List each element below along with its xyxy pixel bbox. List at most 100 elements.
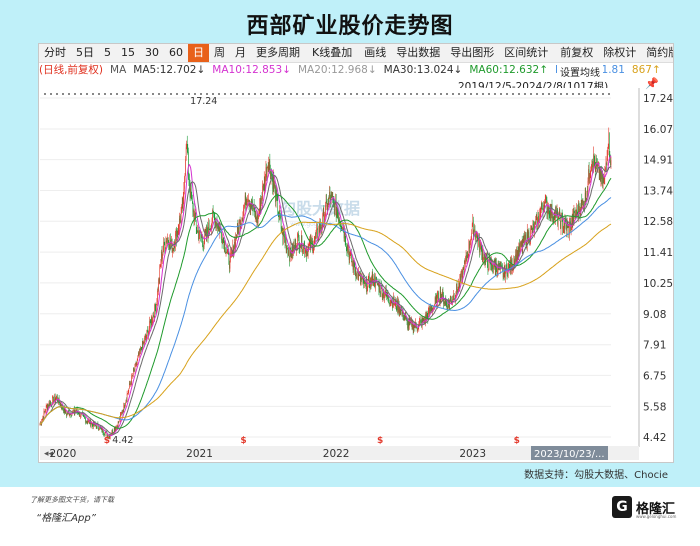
toolbar-item[interactable]: 5 <box>104 46 111 59</box>
candle-body <box>265 167 267 177</box>
candle-body <box>133 369 135 371</box>
candle-body <box>240 223 242 225</box>
candle-body <box>518 250 519 257</box>
pin-icon[interactable]: 📌 <box>645 77 659 90</box>
candle-body <box>606 157 608 165</box>
candle-body <box>304 245 305 254</box>
candle-body <box>494 264 496 272</box>
candle-body <box>452 299 454 300</box>
candle-body <box>121 412 122 414</box>
candle-body <box>50 402 52 405</box>
candle-body <box>66 412 68 416</box>
logo-icon: G <box>612 496 632 518</box>
candle-body <box>47 404 49 409</box>
candle-body <box>239 220 240 223</box>
candle-body <box>43 410 45 419</box>
ma-legend-item: MA <box>110 63 127 76</box>
candle-body <box>283 231 285 237</box>
candle-body <box>589 178 590 180</box>
candle-body <box>436 295 438 307</box>
candle-body <box>481 248 482 259</box>
candle-body <box>59 402 60 406</box>
event-marker <box>200 93 202 95</box>
candle-body <box>172 248 173 253</box>
candle-body <box>213 213 215 217</box>
candle-body <box>307 249 308 256</box>
y-tick-label: 13.74 <box>643 186 673 198</box>
candle-body <box>270 172 272 179</box>
event-marker <box>596 93 598 95</box>
toolbar-item[interactable]: 前复权 <box>560 46 594 59</box>
candle-body <box>467 255 468 258</box>
toolbar-item[interactable]: 分时 <box>44 46 66 59</box>
candle-body <box>391 299 393 304</box>
candle-body <box>284 236 285 238</box>
candle-body <box>117 425 118 428</box>
candle-body <box>546 197 547 200</box>
candle-body <box>337 211 338 214</box>
toolbar-item[interactable]: 60 <box>169 46 183 59</box>
candle-body <box>243 206 245 210</box>
ma-settings-button[interactable]: 设置均线 <box>557 64 603 79</box>
toolbar-item[interactable]: 日 <box>188 44 209 62</box>
candle-body <box>607 150 608 158</box>
candle-body <box>56 397 58 398</box>
candle-body <box>271 172 272 176</box>
candle-body <box>142 341 144 345</box>
candle-body <box>222 237 224 241</box>
toolbar-item[interactable]: 5日 <box>76 46 94 59</box>
candle-body <box>126 393 128 401</box>
candle-body <box>534 222 536 224</box>
candle-body <box>189 178 190 188</box>
event-marker <box>80 93 82 95</box>
event-marker <box>62 93 64 95</box>
candle-body <box>95 425 97 429</box>
candle-body <box>330 196 331 203</box>
toolbar-item[interactable]: 15 <box>121 46 135 59</box>
candle-body <box>149 320 151 323</box>
candle-body <box>382 288 383 298</box>
candle-body <box>71 415 72 417</box>
toolbar-item[interactable]: 导出数据 <box>396 46 441 59</box>
candle-body <box>413 327 414 332</box>
candle-body <box>48 402 50 407</box>
toolbar-item[interactable]: 周 <box>214 46 225 59</box>
candle-body <box>152 320 153 323</box>
candle-body <box>317 229 318 239</box>
candle-body <box>107 435 109 439</box>
candle-body <box>320 223 321 230</box>
candle-body <box>293 244 295 246</box>
toolbar-item[interactable]: 更多周期 <box>256 46 300 59</box>
dividend-marker-icon: $ <box>240 436 246 446</box>
candle-body <box>503 272 504 278</box>
toolbar-item[interactable]: 区间统计 <box>504 46 549 59</box>
candle-body <box>346 246 348 251</box>
candle-body <box>194 212 196 214</box>
candle-body <box>468 241 470 257</box>
candle-body <box>179 218 180 230</box>
candle-body <box>154 304 156 309</box>
toolbar-item[interactable]: 30 <box>145 46 159 59</box>
toolbar-item[interactable]: K线叠加 <box>312 46 353 59</box>
toolbar-item[interactable]: 画线 <box>364 46 387 59</box>
candle-body <box>84 417 86 419</box>
candle-body <box>598 164 600 179</box>
candle-body <box>197 230 198 233</box>
toolbar-item[interactable]: 简约版面 <box>646 46 673 59</box>
event-marker <box>332 93 334 95</box>
candle-body <box>62 409 64 410</box>
toolbar-item[interactable]: 除权计 <box>603 46 637 59</box>
candle-body <box>530 227 532 229</box>
toolbar-item[interactable]: 导出图形 <box>450 46 495 59</box>
candle-body <box>252 208 254 209</box>
toolbar-item[interactable]: 月 <box>235 46 246 59</box>
candle-body <box>278 214 280 217</box>
candle-body <box>391 300 392 304</box>
candle-body <box>429 307 431 314</box>
event-marker <box>380 93 382 95</box>
candle-body <box>502 268 503 270</box>
candle-body <box>217 225 219 229</box>
candle-body <box>186 141 187 148</box>
candle-body <box>263 177 265 191</box>
candle-body <box>328 197 329 207</box>
